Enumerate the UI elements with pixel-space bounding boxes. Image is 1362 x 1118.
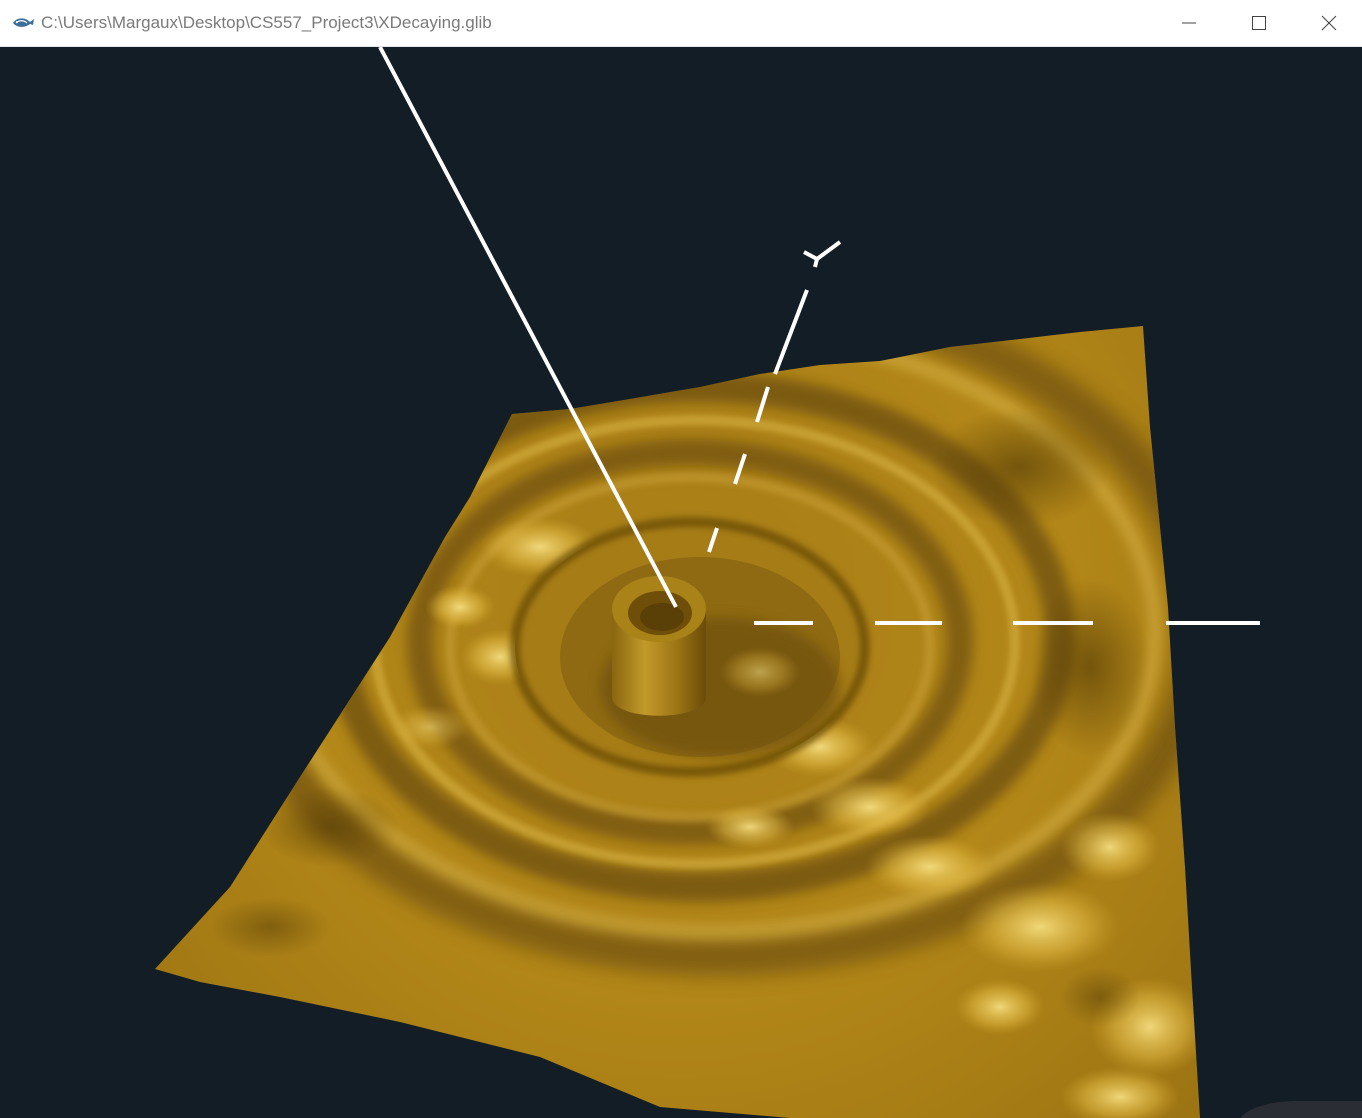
height-surface <box>155 326 1200 1118</box>
opengl-viewport[interactable] <box>0 47 1362 1118</box>
minimize-button[interactable] <box>1154 0 1224 46</box>
z-axis-line <box>378 47 678 608</box>
corner-overlay <box>1240 1101 1362 1118</box>
rendered-scene <box>155 47 1362 1118</box>
coordinate-axes <box>378 47 1260 625</box>
close-icon <box>1321 15 1337 31</box>
maximize-icon <box>1251 15 1267 31</box>
close-button[interactable] <box>1294 0 1362 46</box>
window-title: C:\Users\Margaux\Desktop\CS557_Project3\… <box>41 13 492 32</box>
title-bar[interactable]: C:\Users\Margaux\Desktop\CS557_Project3\… <box>0 0 1362 47</box>
minimize-icon <box>1181 15 1197 31</box>
y-axis-dashes <box>707 289 809 553</box>
maximize-button[interactable] <box>1224 0 1294 46</box>
y-axis-label <box>803 240 842 268</box>
glman-fish-icon <box>11 13 35 33</box>
